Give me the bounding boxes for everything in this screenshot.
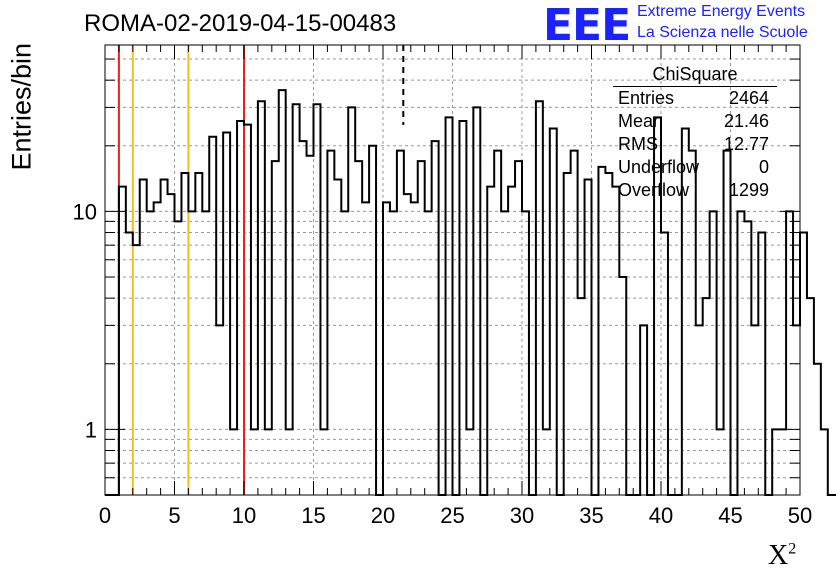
stats-label: Entries — [618, 88, 675, 108]
x-tick-label: 30 — [510, 503, 534, 528]
y-axis-label: Entries/bin — [6, 42, 37, 171]
x-tick-label: 40 — [649, 503, 673, 528]
stats-row-underflow: Underflow 0 — [613, 156, 783, 179]
eee-logo: EEE — [543, 0, 631, 51]
stats-row-rms: RMS 12.77 — [613, 133, 783, 156]
x-tick-label: 20 — [371, 503, 395, 528]
stats-row-mean: Mean 21.46 — [613, 110, 783, 133]
logo-line-1: Extreme Energy Events — [637, 3, 806, 20]
stats-label: Underflow — [618, 157, 700, 177]
stats-label: Mean — [618, 111, 664, 131]
x-tick-label: 15 — [301, 503, 325, 528]
stats-value: 1299 — [728, 180, 769, 200]
x-axis-label-base: X — [768, 540, 789, 571]
y-tick-label: 10 — [73, 199, 97, 224]
x-tick-label: 50 — [788, 503, 812, 528]
x-tick-label: 0 — [99, 503, 111, 528]
logo-line-2: La Scienza nelle Scuole — [637, 24, 808, 41]
x-axis-label: X2 — [768, 540, 796, 572]
stats-value: 2464 — [728, 88, 769, 108]
x-axis-label-superscript: 2 — [788, 540, 797, 558]
x-tick-label: 45 — [718, 503, 742, 528]
histogram-line — [105, 89, 836, 496]
stats-row-entries: Entries 2464 — [613, 87, 783, 110]
x-tick-label: 35 — [579, 503, 603, 528]
stats-title: ChiSquare — [613, 64, 777, 87]
stats-value: 0 — [758, 157, 769, 177]
x-tick-label: 25 — [440, 503, 464, 528]
y-tick-label: 1 — [85, 417, 97, 442]
x-tick-label: 5 — [168, 503, 180, 528]
stats-label: RMS — [618, 134, 658, 154]
x-tick-label: 10 — [232, 503, 256, 528]
stats-value: 12.77 — [723, 134, 769, 154]
chart-title: ROMA-02-2019-04-15-00483 — [84, 10, 397, 37]
stats-value: 21.46 — [723, 111, 769, 131]
stats-box: ChiSquare Entries 2464 Mean 21.46 RMS 12.77… — [613, 64, 783, 202]
stats-label: Overflow — [618, 180, 690, 200]
stats-row-overflow: Overflow 1299 — [613, 179, 783, 202]
